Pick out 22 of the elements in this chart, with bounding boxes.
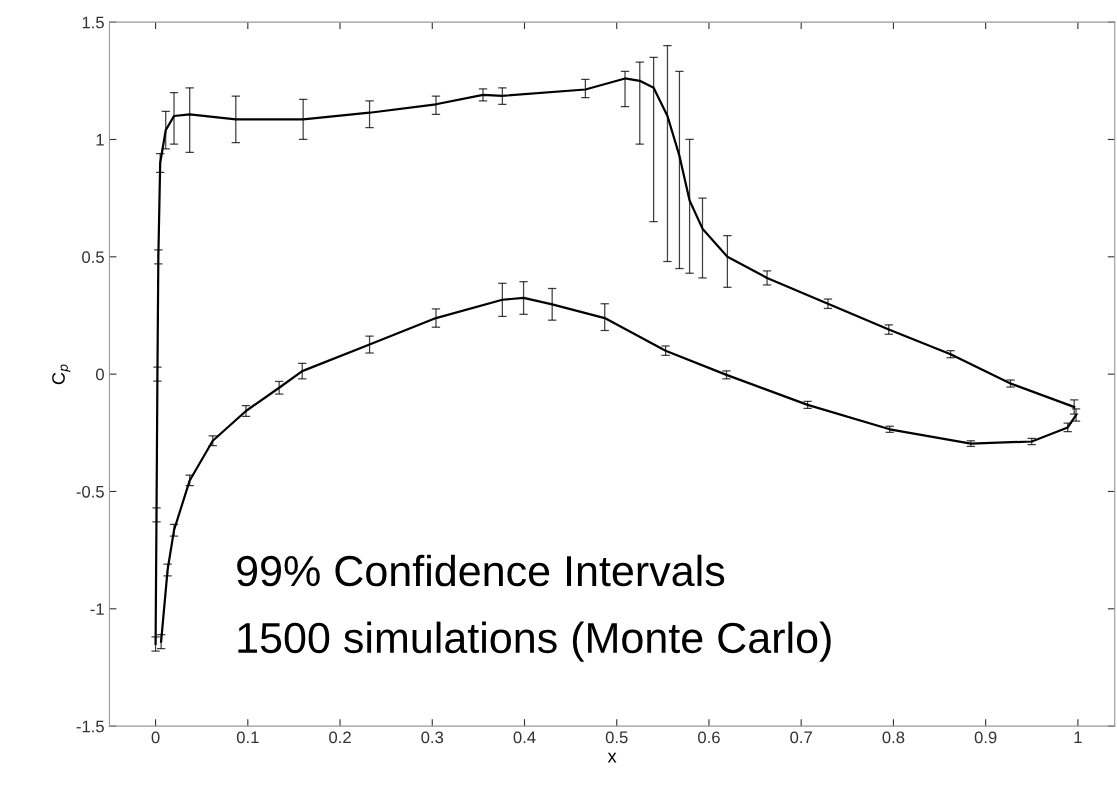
y-tick-label: -0.5 [76, 485, 104, 498]
y-tick-label: 0 [95, 368, 104, 381]
x-tick-label: 0.7 [790, 731, 812, 744]
x-tick-label: 0.9 [974, 731, 997, 744]
x-tick-label: 0.4 [513, 731, 536, 744]
x-tick-label: 0 [151, 731, 160, 744]
x-tick-label: 1 [1074, 731, 1082, 744]
annotation: 99% Confidence Intervals [237, 554, 725, 587]
annotation: 1500 simulations (Monte Carlo) [238, 621, 831, 662]
x-tick-label: 0.5 [605, 731, 628, 744]
y-tick-label: 1.5 [82, 16, 104, 29]
y-tick-label: -1 [90, 603, 104, 615]
x-tick-label: 0.3 [421, 731, 444, 744]
y-tick-label: -1.5 [76, 720, 104, 733]
x-tick-label: 0.6 [698, 731, 720, 744]
y-tick-label: 1 [96, 134, 104, 146]
y-axis-title: C$_{p}$ [52, 364, 71, 385]
x-tick-label: 0.8 [882, 731, 905, 744]
x-axis-title: x [607, 752, 617, 763]
x-tick-label: 0.1 [236, 731, 259, 744]
x-tick-label: 0.2 [329, 731, 351, 744]
y-tick-label: 0.5 [82, 251, 104, 264]
